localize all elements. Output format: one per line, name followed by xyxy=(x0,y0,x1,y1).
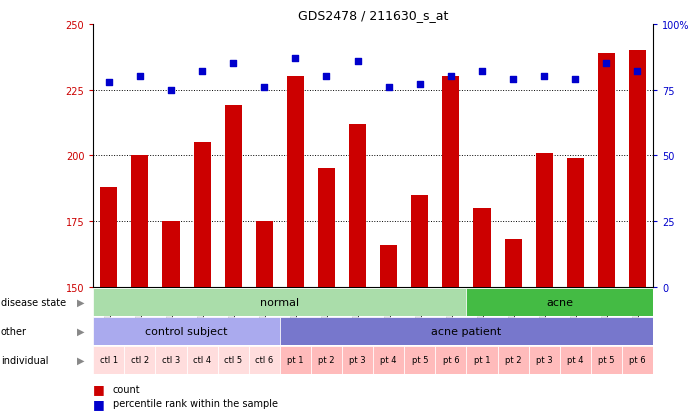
Text: ▶: ▶ xyxy=(77,355,84,365)
Text: ■: ■ xyxy=(93,382,105,395)
Text: pt 3: pt 3 xyxy=(349,355,366,364)
Bar xyxy=(342,346,373,374)
Text: ctl 5: ctl 5 xyxy=(224,355,243,364)
Bar xyxy=(93,288,466,316)
Bar xyxy=(155,346,187,374)
Bar xyxy=(442,77,460,287)
Bar xyxy=(435,346,466,374)
Bar xyxy=(591,346,622,374)
Point xyxy=(383,84,394,91)
Point xyxy=(476,69,487,75)
Bar xyxy=(629,51,646,287)
Text: acne patient: acne patient xyxy=(431,326,502,336)
Text: percentile rank within the sample: percentile rank within the sample xyxy=(113,398,278,408)
Text: pt 6: pt 6 xyxy=(442,355,460,364)
Point xyxy=(539,74,550,81)
Point xyxy=(104,79,115,86)
Text: ctl 6: ctl 6 xyxy=(255,355,274,364)
Text: pt 5: pt 5 xyxy=(412,355,428,364)
Bar xyxy=(598,54,615,287)
Bar xyxy=(404,346,435,374)
Text: pt 1: pt 1 xyxy=(287,355,303,364)
Bar xyxy=(411,195,428,287)
Bar xyxy=(529,346,560,374)
Bar xyxy=(93,317,280,345)
Bar xyxy=(466,288,653,316)
Text: pt 4: pt 4 xyxy=(567,355,583,364)
Bar xyxy=(280,317,653,345)
Bar xyxy=(131,156,149,287)
Bar xyxy=(318,169,335,287)
Bar xyxy=(536,153,553,287)
Text: pt 2: pt 2 xyxy=(505,355,521,364)
Point xyxy=(321,74,332,81)
Bar xyxy=(373,346,404,374)
Point xyxy=(227,61,239,67)
Text: pt 6: pt 6 xyxy=(629,355,646,364)
Text: acne: acne xyxy=(546,297,574,307)
Text: pt 3: pt 3 xyxy=(536,355,553,364)
Bar xyxy=(162,221,180,287)
Text: normal: normal xyxy=(261,297,299,307)
Text: pt 5: pt 5 xyxy=(598,355,614,364)
Text: disease state: disease state xyxy=(1,297,66,307)
Text: control subject: control subject xyxy=(145,326,228,336)
Bar xyxy=(280,346,311,374)
Bar xyxy=(249,346,280,374)
Text: ■: ■ xyxy=(93,397,105,410)
Bar xyxy=(504,240,522,287)
Point xyxy=(632,69,643,75)
Point xyxy=(166,87,177,94)
Point xyxy=(445,74,456,81)
Bar xyxy=(100,188,117,287)
Bar xyxy=(466,346,498,374)
Bar xyxy=(567,159,584,287)
Bar xyxy=(287,77,304,287)
Point xyxy=(258,84,269,91)
Point xyxy=(507,76,518,83)
Bar xyxy=(498,346,529,374)
Point xyxy=(134,74,145,81)
Bar xyxy=(560,346,591,374)
Text: ctl 1: ctl 1 xyxy=(100,355,118,364)
Bar xyxy=(218,346,249,374)
Text: ctl 3: ctl 3 xyxy=(162,355,180,364)
Bar xyxy=(380,245,397,287)
Bar xyxy=(622,346,653,374)
Point xyxy=(290,56,301,62)
Text: ctl 4: ctl 4 xyxy=(193,355,211,364)
Text: other: other xyxy=(1,326,27,336)
Text: pt 4: pt 4 xyxy=(381,355,397,364)
Bar xyxy=(256,221,273,287)
Bar xyxy=(93,346,124,374)
Bar xyxy=(124,346,155,374)
Bar xyxy=(225,106,242,287)
Title: GDS2478 / 211630_s_at: GDS2478 / 211630_s_at xyxy=(298,9,448,22)
Point xyxy=(600,61,612,67)
Bar xyxy=(193,143,211,287)
Bar xyxy=(349,124,366,287)
Text: individual: individual xyxy=(1,355,48,365)
Bar xyxy=(187,346,218,374)
Text: ctl 2: ctl 2 xyxy=(131,355,149,364)
Point xyxy=(196,69,207,75)
Point xyxy=(415,82,426,88)
Text: count: count xyxy=(113,384,140,394)
Text: pt 1: pt 1 xyxy=(474,355,490,364)
Bar xyxy=(473,208,491,287)
Text: ▶: ▶ xyxy=(77,297,84,307)
Bar xyxy=(311,346,342,374)
Text: pt 2: pt 2 xyxy=(319,355,334,364)
Point xyxy=(569,76,580,83)
Point xyxy=(352,58,363,65)
Text: ▶: ▶ xyxy=(77,326,84,336)
